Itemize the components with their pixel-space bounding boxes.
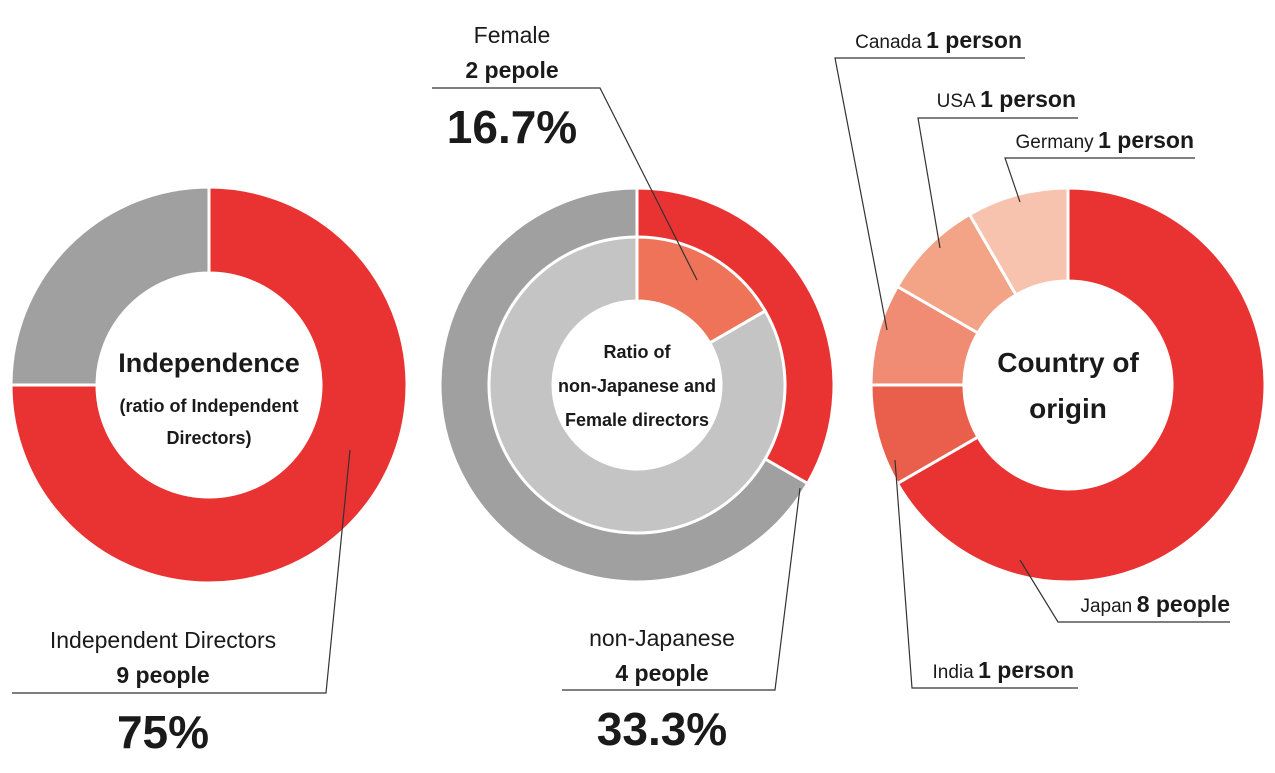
leader-germany bbox=[1004, 157, 1195, 203]
leader-lines bbox=[12, 57, 1230, 694]
independent-directors-label: Independent Directors bbox=[50, 627, 276, 653]
country-center-line-2: origin bbox=[1029, 393, 1107, 424]
leader-canada bbox=[834, 57, 1025, 331]
independence-title: Independence bbox=[118, 348, 300, 378]
leader-india bbox=[894, 459, 1078, 689]
female-label: Female bbox=[474, 22, 551, 48]
diversity-center-line-3: Female directors bbox=[565, 410, 709, 430]
independence-donut bbox=[9, 185, 409, 585]
leader-independent bbox=[12, 449, 351, 694]
label-japan: Japan 8 people bbox=[1080, 591, 1230, 617]
non-japanese-count: 4 people bbox=[615, 660, 708, 686]
leader-usa bbox=[917, 117, 1078, 249]
independence-slice-0 bbox=[9, 185, 409, 585]
independence-slice-1 bbox=[9, 185, 211, 387]
leader-japan bbox=[1019, 559, 1230, 623]
diversity-inner-slice-1 bbox=[487, 235, 787, 535]
female-percent: 16.7% bbox=[447, 101, 577, 153]
female-count: 2 pepole bbox=[465, 57, 558, 83]
leader-female bbox=[432, 87, 698, 281]
country-slice-4 bbox=[967, 186, 1070, 297]
diversity-center-line-1: Ratio of bbox=[604, 342, 672, 362]
independence-subtitle-2: Directors) bbox=[166, 428, 251, 448]
country-center-line-1: Country of bbox=[997, 347, 1139, 378]
country-slice-0 bbox=[895, 186, 1267, 584]
label-india: India 1 person bbox=[932, 657, 1074, 683]
independent-directors-percent: 75% bbox=[117, 706, 209, 758]
non-japanese-label: non-Japanese bbox=[589, 625, 735, 651]
independence-subtitle-1: (ratio of Independent bbox=[120, 396, 299, 416]
independent-directors-count: 9 people bbox=[116, 662, 209, 688]
label-canada: Canada 1 person bbox=[855, 27, 1022, 53]
label-usa: USA 1 person bbox=[937, 86, 1076, 112]
non-japanese-percent: 33.3% bbox=[597, 703, 727, 755]
leader-non-japanese bbox=[562, 487, 801, 691]
diversity-center-line-2: non-Japanese and bbox=[558, 376, 716, 396]
country-donut bbox=[869, 186, 1267, 584]
label-germany: Germany 1 person bbox=[1016, 127, 1194, 153]
diversity-double-donut bbox=[438, 186, 836, 584]
